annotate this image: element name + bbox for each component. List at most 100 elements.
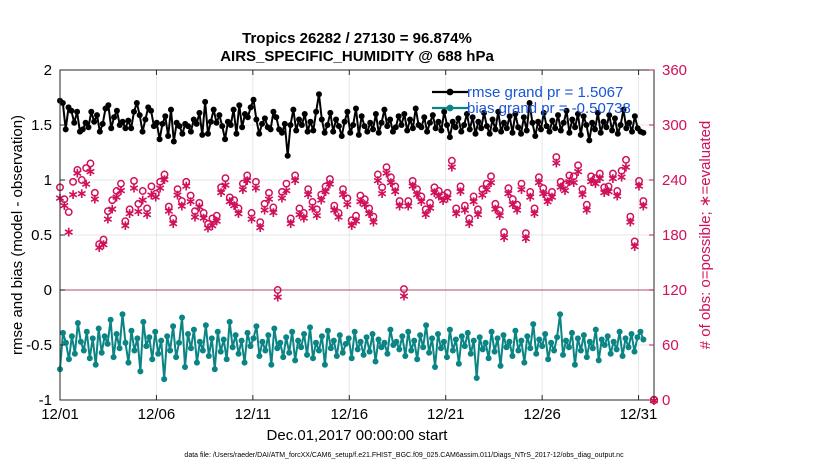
rmse-point (463, 111, 470, 117)
rmse-point (614, 130, 621, 137)
obs-possible-marker (134, 199, 143, 208)
bias-point (619, 353, 626, 359)
bias-point (497, 362, 504, 369)
x-tick-label: 12/06 (138, 406, 176, 423)
y-axis-label: rmse and bias (model - observation) (9, 115, 26, 355)
rmse-point (364, 128, 371, 135)
rmse-point (455, 115, 462, 122)
obs-evaluated-marker: ∗ (611, 189, 623, 205)
obs-possible-marker (413, 185, 421, 194)
y-axis-ticks: -1 -0.5 0 0.5 1 1.5 2 (26, 62, 65, 409)
rmse-point (520, 114, 527, 121)
y-right-tick-label: 360 (662, 62, 687, 79)
bias-point (363, 334, 370, 341)
bias-point (122, 339, 129, 346)
rmse-point (136, 112, 143, 119)
rmse-point (361, 123, 368, 130)
bias-point (247, 343, 254, 350)
rmse-point (165, 133, 172, 139)
obs-evaluated-marker: ∗ (616, 169, 628, 185)
rmse-point (93, 112, 100, 119)
rmse-point (256, 130, 263, 137)
rmse-point (557, 127, 564, 134)
obs-evaluated-marker: ∗ (407, 179, 419, 195)
obs-possible-marker (395, 197, 404, 206)
rmse-point (611, 115, 618, 122)
obs-possible-marker (308, 198, 317, 206)
bias-point (295, 337, 302, 344)
bias-point (86, 355, 93, 362)
rmse-point (71, 119, 78, 126)
bias-point (241, 359, 248, 366)
obs-evaluated-marker: ∗ (115, 183, 127, 199)
bias-point (396, 346, 403, 353)
x-tick-label: 12/31 (620, 406, 658, 423)
rmse-point (566, 129, 573, 136)
rmse-point (133, 100, 140, 106)
bias-point (193, 359, 200, 366)
obs-evaluated-marker: ∗ (581, 202, 593, 218)
obs-possible-marker (591, 174, 600, 183)
bias-point (467, 350, 474, 357)
rmse-point (79, 126, 86, 133)
x-axis-ticks: 12/01 12/06 12/11 12/16 12/21 12/26 12/31 (41, 70, 657, 423)
rmse-point (529, 119, 536, 126)
obs-possible-marker (86, 159, 95, 168)
obs-evaluated-marker: ∗ (58, 198, 70, 214)
obs-possible-marker (77, 176, 86, 184)
obs-evaluated-marker: ∗ (311, 208, 323, 224)
bias-point (271, 325, 278, 332)
bias-point (310, 355, 317, 362)
y-right-tick-label: 120 (662, 282, 687, 299)
bias-point (548, 339, 555, 346)
bias-point (527, 345, 534, 352)
bias-point (333, 353, 340, 359)
bias-point (259, 338, 266, 345)
obs-possible-marker (386, 173, 395, 182)
obs-possible-marker (569, 172, 578, 181)
bias-point (402, 353, 409, 359)
rmse-point (179, 130, 186, 137)
obs-evaluated-marker: ∗ (463, 216, 475, 232)
obs-evaluated-marker: ∗ (511, 202, 523, 218)
obs-possible-marker (608, 169, 617, 178)
obs-evaluated-marker: ∗ (333, 210, 345, 226)
bias-point (375, 336, 382, 343)
obs-possible-marker (73, 165, 82, 174)
bias-point (312, 339, 319, 346)
rmse-point (128, 125, 135, 132)
obs-evaluated-marker: ∗ (320, 184, 332, 200)
obs-evaluated-marker: ∗ (424, 201, 436, 217)
obs-possible-marker (312, 205, 321, 214)
legend-bias-label: bias grand pr = -0.50738 (467, 100, 631, 117)
bias-point (580, 332, 587, 339)
rmse-point (498, 128, 505, 135)
bias-point (292, 357, 299, 364)
rmse-point (540, 109, 547, 116)
bias-point (71, 350, 78, 357)
obs-evaluated-marker: ∗ (137, 192, 149, 208)
bias-point (280, 354, 287, 361)
obs-evaluated-marker: ∗ (533, 175, 545, 191)
bias-point (631, 348, 638, 355)
rmse-point (88, 108, 95, 115)
bias-point (488, 328, 495, 335)
bias-point (551, 347, 558, 354)
rmse-point (492, 126, 499, 133)
rmse-point (307, 118, 314, 125)
bias-point (214, 328, 221, 335)
bias-point (107, 316, 114, 323)
rmse-point (626, 119, 633, 126)
bias-point (506, 338, 513, 345)
obs-possible-marker (530, 204, 539, 213)
obs-evaluated-marker: ∗ (411, 187, 423, 203)
rmse-point (537, 126, 544, 133)
obs-evaluated-end-marker: ∗ (648, 393, 660, 409)
obs-possible-marker (334, 209, 343, 217)
rmse-point (273, 114, 280, 121)
bias-point (494, 335, 501, 342)
obs-possible-marker (286, 214, 295, 223)
rmse-point (219, 123, 226, 130)
bias-point (381, 339, 388, 346)
bias-point (491, 348, 498, 355)
